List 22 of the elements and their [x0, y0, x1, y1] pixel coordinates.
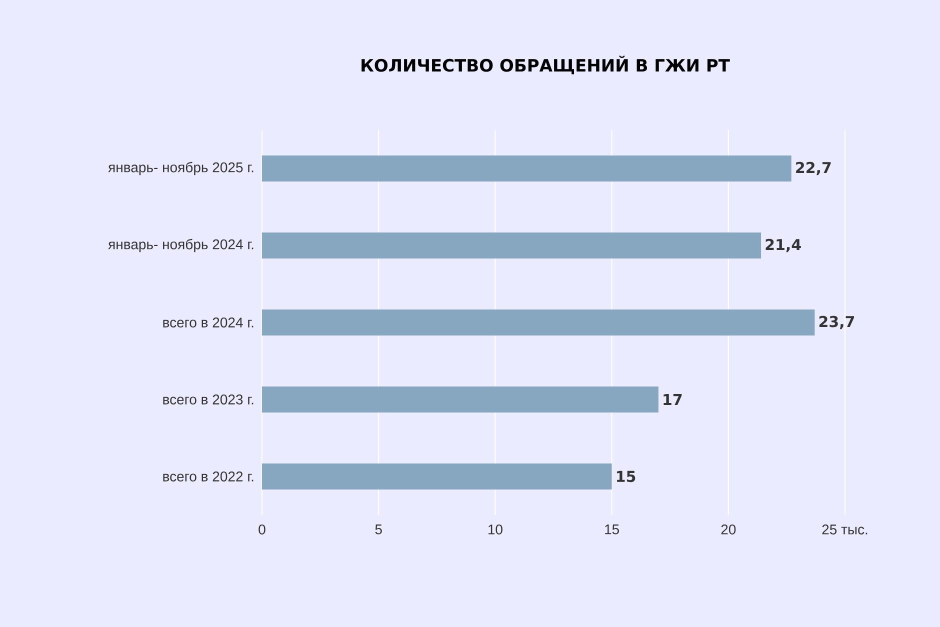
x-tick-label: 10 — [488, 524, 502, 534]
data-label: 21,4 — [766, 238, 801, 252]
x-tick-label: 25 тыс. — [822, 524, 868, 534]
data-label: 15 — [617, 470, 636, 482]
x-tick-label: 15 — [605, 524, 619, 534]
bar — [262, 232, 762, 258]
x-tick-label: 0 — [258, 524, 266, 534]
y-tick-label: январь- ноябрь 2024 г. — [108, 238, 254, 252]
y-tick-label: всего в 2024 г. — [163, 318, 254, 328]
y-tick-label: всего в 2022 г. — [163, 472, 254, 482]
bar — [262, 386, 658, 412]
bar — [262, 464, 612, 490]
x-tick-label: 5 — [375, 524, 382, 534]
bar — [262, 156, 792, 182]
y-tick-label: январь- ноябрь 2025 г. — [108, 162, 254, 176]
data-label: 22,7 — [796, 162, 831, 176]
data-label: 17 — [664, 394, 682, 405]
y-tick-label: всего в 2023 г. — [163, 394, 254, 404]
x-tick-label: 20 — [721, 524, 736, 534]
bar — [262, 310, 815, 336]
chart-title: КОЛИЧЕСТВО ОБРАЩЕНИЙ В ГЖИ РТ — [362, 56, 730, 74]
data-label: 23,7 — [819, 316, 854, 330]
